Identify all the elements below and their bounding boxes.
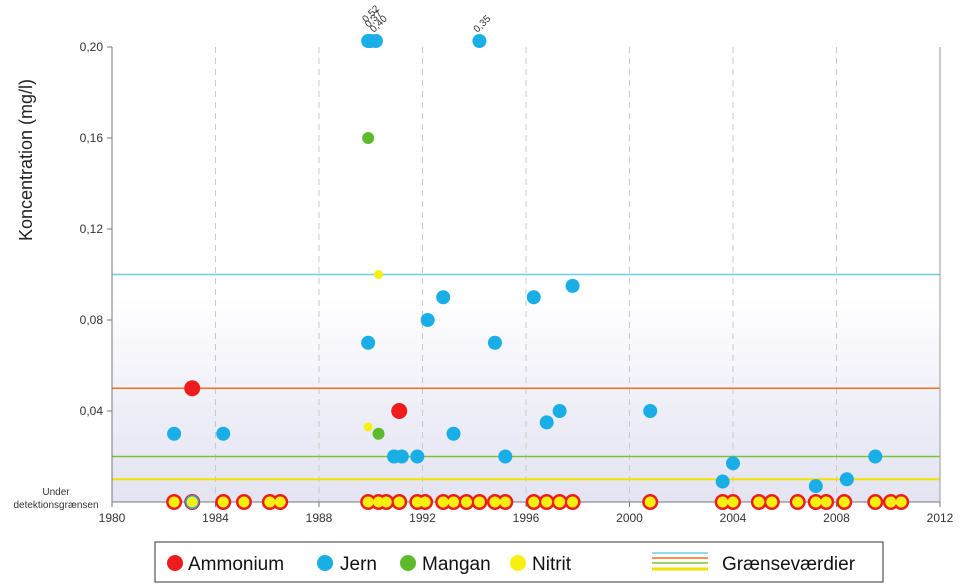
below-detection-label-1: Under <box>42 487 70 498</box>
legend-label-mangan: Mangan <box>422 554 491 575</box>
point-below-detection-nitrit <box>460 496 472 508</box>
point-below-detection-nitrit <box>473 496 485 508</box>
point-below-detection-nitrit <box>766 496 778 508</box>
point-jern <box>410 449 425 464</box>
point-below-detection-nitrit <box>567 496 579 508</box>
x-tick-label: 2000 <box>616 511 643 525</box>
outlier-label: 0,35 <box>472 13 494 35</box>
y-tick-label: 0,12 <box>80 222 104 236</box>
point-jern <box>726 456 740 471</box>
point-jern <box>565 278 580 293</box>
point-below-detection-nitrit <box>373 496 385 508</box>
x-tick-label: 1996 <box>513 511 540 525</box>
legend-marker-mangan <box>400 555 416 571</box>
point-jern <box>446 426 461 441</box>
point-below-detection-nitrit <box>792 496 804 508</box>
point-jern <box>487 335 502 350</box>
y-tick-label: 0,08 <box>80 313 104 327</box>
legend-marker-ammonium <box>167 555 183 571</box>
point-jern <box>167 426 182 441</box>
x-tick-label: 2008 <box>823 511 850 525</box>
point-jern <box>868 449 883 464</box>
point-below-detection-nitrit <box>499 496 511 508</box>
point-jern <box>436 290 451 305</box>
point-below-detection-nitrit <box>238 496 250 508</box>
point-jern <box>808 479 823 494</box>
point-below-detection-nitrit <box>419 496 431 508</box>
point-jern <box>498 449 513 464</box>
x-tick-label: 1992 <box>409 511 436 525</box>
x-tick-label: 2004 <box>720 511 747 525</box>
legend-marker-nitrit <box>510 555 526 571</box>
point-below-detection-nitrit <box>448 496 460 508</box>
point-below-detection-nitrit <box>264 496 276 508</box>
point-below-detection-nitrit <box>168 496 180 508</box>
point-below-detection-nitrit <box>393 496 405 508</box>
point-below-detection-nitrit <box>274 496 286 508</box>
point-below-detection-nitrit <box>217 496 229 508</box>
point-jern <box>643 404 658 418</box>
x-tick-label: 2012 <box>927 511 954 525</box>
legend-marker-jern <box>317 555 333 571</box>
point-ammonium <box>184 380 201 397</box>
legend-label-jern: Jern <box>340 554 377 575</box>
point-below-detection-nitrit <box>869 496 881 508</box>
legend-label-nitrit: Nitrit <box>532 554 572 575</box>
point-below-detection-nitrit <box>411 496 423 508</box>
point-below-detection-nitrit <box>528 496 540 508</box>
x-tick-label: 1984 <box>202 511 229 525</box>
point-below-detection-nitrit <box>554 496 566 508</box>
y-tick-label: 0,04 <box>80 404 104 418</box>
point-outlier-jern <box>472 34 487 48</box>
legend: Ammonium Jern Mangan Nitrit Grænseværdie… <box>154 541 884 583</box>
legend-label-threshold: Grænseværdier <box>722 554 856 575</box>
point-below-detection-nitrit <box>644 496 656 508</box>
point-nitrit <box>363 422 373 432</box>
point-below-detection-nitrit <box>186 496 198 508</box>
point-below-detection-nitrit <box>885 496 897 508</box>
below-detection-label-2: detektionsgrænsen <box>13 500 98 511</box>
point-below-detection-nitrit <box>727 496 739 508</box>
legend-label-ammonium: Ammonium <box>188 554 284 575</box>
point-mangan <box>372 427 385 440</box>
point-nitrit <box>374 270 384 279</box>
y-tick-label: 0,16 <box>80 131 104 145</box>
point-ammonium <box>391 403 408 419</box>
point-below-detection-nitrit <box>437 496 449 508</box>
point-jern <box>420 313 435 327</box>
point-below-detection-nitrit <box>810 496 822 508</box>
point-below-detection-nitrit <box>753 496 765 508</box>
point-jern <box>715 474 730 489</box>
point-below-detection-nitrit <box>820 496 832 508</box>
y-tick-label: 0,20 <box>80 40 104 54</box>
point-below-detection-nitrit <box>489 496 501 508</box>
point-mangan <box>362 132 375 144</box>
point-jern <box>539 415 554 430</box>
point-jern <box>361 335 376 350</box>
point-outlier-jern <box>368 34 383 48</box>
point-below-detection-nitrit <box>380 496 392 508</box>
point-below-detection-nitrit <box>362 496 374 508</box>
point-jern <box>394 449 409 464</box>
point-below-detection-nitrit <box>838 496 850 508</box>
point-below-detection-nitrit <box>717 496 729 508</box>
point-jern <box>216 426 231 441</box>
point-jern <box>552 404 567 418</box>
point-jern <box>526 290 541 305</box>
point-below-detection-nitrit <box>541 496 553 508</box>
point-below-detection-nitrit <box>895 496 907 508</box>
y-axis-label: Koncentration (mg/l) <box>16 79 36 241</box>
point-jern <box>839 472 854 487</box>
x-tick-label: 1988 <box>306 511 333 525</box>
x-tick-label: 1980 <box>99 511 126 525</box>
